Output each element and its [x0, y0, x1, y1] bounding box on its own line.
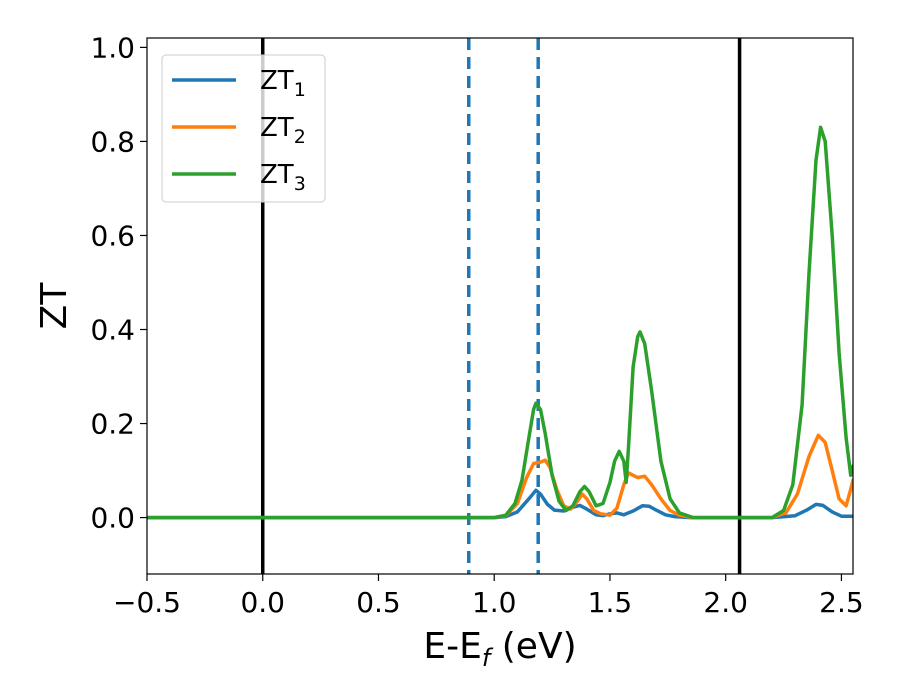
- x-axis-ticks: −0.5 0.0 0.5 1.0 1.5 2.0 2.5: [113, 574, 864, 619]
- series-line-zt2: [147, 433, 853, 520]
- x-tick-label: 1.0: [472, 586, 517, 619]
- y-tick-label: 0.6: [90, 219, 135, 252]
- x-tick-label: 2.5: [819, 586, 864, 619]
- y-tick-label: 0.0: [90, 502, 135, 535]
- legend-label-zt3: ZT3: [260, 160, 306, 195]
- y-tick-label: 0.4: [90, 314, 135, 347]
- plot-frame: [146, 37, 854, 575]
- x-tick-label: 2.0: [703, 586, 748, 619]
- series-lines: [147, 125, 853, 520]
- x-tick-label: 1.5: [588, 586, 633, 619]
- legend-label-zt1: ZT1: [260, 66, 306, 101]
- x-tick-label: 0.5: [356, 586, 401, 619]
- legend: ZT1 ZT2 ZT3: [161, 54, 326, 203]
- legend-label-zt2: ZT2: [260, 113, 306, 148]
- x-axis-label: E-Ef (eV): [423, 626, 576, 672]
- y-axis-label: ZT: [34, 282, 75, 330]
- x-tick-label: 0.0: [240, 586, 285, 619]
- y-tick-label: 0.2: [90, 408, 135, 441]
- x-tick-label: −0.5: [113, 586, 181, 619]
- legend-box: [161, 54, 326, 203]
- y-tick-label: 0.8: [90, 125, 135, 158]
- series-line-zt3: [147, 125, 853, 520]
- y-axis-ticks: 0.0 0.2 0.4 0.6 0.8 1.0: [90, 31, 147, 535]
- y-tick-label: 1.0: [90, 31, 135, 64]
- series-line-zt1: [147, 488, 853, 520]
